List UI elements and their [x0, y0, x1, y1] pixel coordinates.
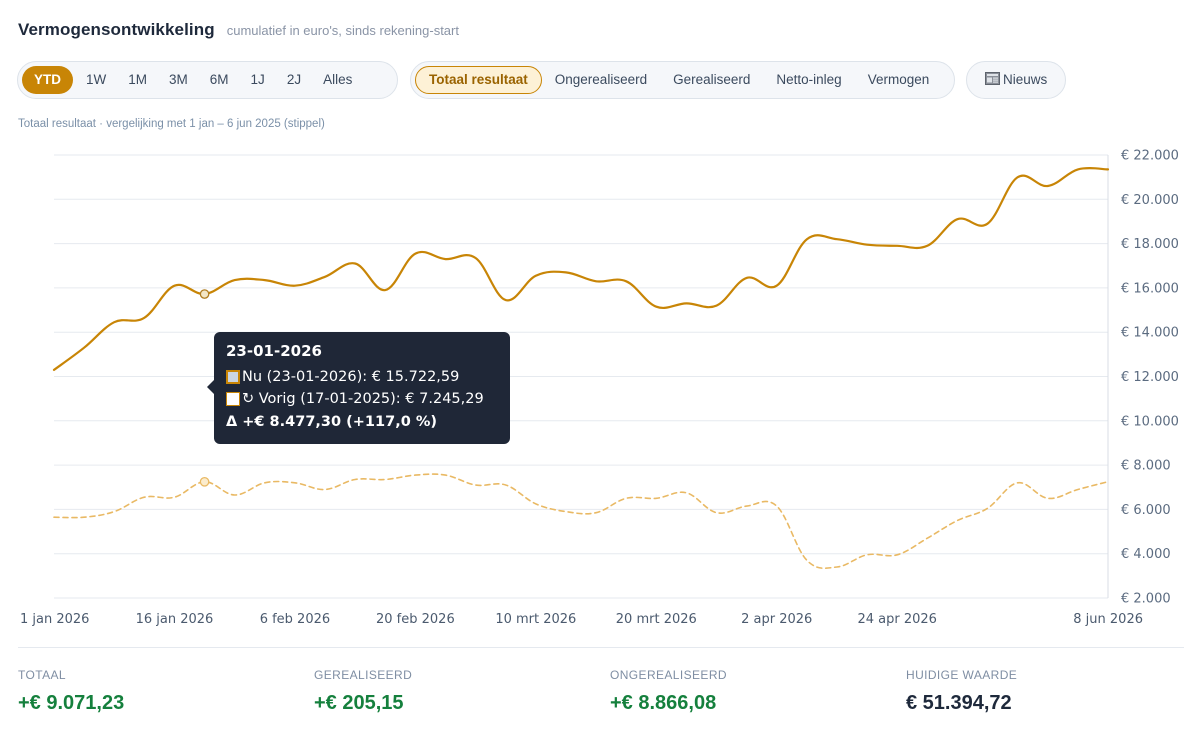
range-tab-6m[interactable]: 6M — [209, 72, 229, 87]
stat-label: HUIDIGE WAARDE — [906, 668, 1018, 682]
stat-value: +€ 205,15 — [314, 692, 404, 714]
range-tab-alles[interactable]: Alles — [323, 72, 353, 87]
chart-grid — [54, 154, 1109, 599]
tooltip-prev-row: ↻ Vorig (17-01-2025): € 7.245,29 — [226, 388, 498, 410]
chart-title: Vermogensontwikkeling — [18, 20, 215, 39]
newspaper-icon — [985, 72, 1000, 85]
tooltip-prev-text: ↻ Vorig (17-01-2025): € 7.245,29 — [242, 391, 484, 407]
y-axis: € 2.000 € 4.000 € 6.000 € 8.000 € 10.000 € 12… — [1121, 149, 1179, 607]
stat-gerealiseerd: GEREALISEERD +€ 205,15 — [314, 668, 412, 715]
metric-tab-totaal-resultaat[interactable]: Totaal resultaat — [415, 66, 542, 94]
x-tick-label: 1 jan 2026 — [20, 612, 89, 627]
x-tick-label: 20 feb 2026 — [376, 612, 455, 627]
metric-tab-vermogen[interactable]: Vermogen — [867, 72, 930, 87]
stat-label: GEREALISEERD — [314, 668, 413, 682]
x-tick-label: 8 jun 2026 — [1073, 612, 1143, 627]
stats-divider — [18, 647, 1184, 648]
news-label: Nieuws — [1003, 72, 1048, 87]
series-line-nu — [52, 166, 1110, 371]
y-tick-label: € 2.000 — [1121, 592, 1171, 607]
metric-tab-gerealiseerd[interactable]: Gerealiseerd — [673, 72, 751, 87]
tooltip-now-row: Nu (23-01-2026): € 15.722,59 — [226, 366, 498, 388]
y-tick-label: € 10.000 — [1121, 414, 1179, 429]
news-button[interactable]: Nieuws — [971, 66, 1061, 94]
x-tick-label: 16 jan 2026 — [136, 612, 214, 627]
hover-point-nu — [199, 289, 210, 299]
prev-swatch-icon — [226, 392, 240, 406]
metric-tab-group: Totaal resultaat Ongerealiseerd Gerealis… — [410, 61, 955, 99]
range-tab-2j[interactable]: 2J — [286, 72, 302, 87]
y-tick-label: € 4.000 — [1121, 547, 1171, 562]
y-tick-label: € 8.000 — [1121, 459, 1171, 474]
range-tab-group: YTD 1W 1M 3M 6M 1J 2J Alles — [17, 61, 398, 99]
range-tab-1j[interactable]: 1J — [250, 72, 265, 87]
series-line-vorig — [53, 473, 1109, 570]
stat-value: +€ 8.866,08 — [610, 692, 717, 714]
chart-subtitle: cumulatief in euro's, sinds rekening-sta… — [226, 23, 459, 38]
stat-value: € 51.394,72 — [906, 692, 1012, 714]
chart-header: Vermogensontwikkeling cumulatief in euro… — [18, 20, 459, 40]
range-tab-ytd[interactable]: YTD — [22, 66, 73, 94]
range-tab-1m[interactable]: 1M — [128, 72, 148, 87]
stat-label: ONGEREALISEERD — [610, 668, 727, 682]
range-tab-1w[interactable]: 1W — [86, 72, 107, 87]
y-tick-label: € 6.000 — [1121, 503, 1171, 518]
x-axis: 1 jan 2026 16 jan 2026 6 feb 2026 20 feb 20… — [20, 612, 1143, 627]
stat-ongerealiseerd: ONGEREALISEERD +€ 8.866,08 — [610, 668, 727, 715]
y-tick-label: € 16.000 — [1121, 281, 1179, 296]
stat-huidige-waarde: HUIDIGE WAARDE € 51.394,72 — [906, 668, 1017, 715]
news-group: Nieuws — [966, 61, 1066, 99]
tooltip-now-text: Nu (23-01-2026): € 15.722,59 — [242, 369, 460, 385]
x-tick-label: 24 apr 2026 — [857, 612, 936, 627]
x-tick-label: 6 feb 2026 — [260, 612, 330, 627]
y-tick-label: € 12.000 — [1121, 370, 1179, 385]
hover-point-vorig — [199, 476, 210, 487]
metric-tab-ongerealiseerd[interactable]: Ongerealiseerd — [554, 72, 648, 87]
metric-tab-netto-inleg[interactable]: Netto-inleg — [776, 72, 842, 87]
stat-totaal: TOTAAL +€ 9.071,23 — [18, 668, 124, 715]
range-tab-3m[interactable]: 3M — [169, 72, 188, 87]
tooltip-delta: Δ +€ 8.477,30 (+117,0 %) — [226, 414, 438, 430]
hover-markers — [199, 289, 210, 487]
stat-label: TOTAAL — [18, 668, 66, 682]
now-swatch-icon — [226, 370, 240, 384]
chart-lines — [52, 166, 1110, 570]
x-tick-label: 2 apr 2026 — [741, 612, 812, 627]
x-tick-label: 10 mrt 2026 — [495, 612, 576, 627]
y-tick-label: € 22.000 — [1121, 149, 1179, 164]
y-tick-label: € 14.000 — [1121, 326, 1179, 341]
x-tick-label: 20 mrt 2026 — [616, 612, 697, 627]
stat-value: +€ 9.071,23 — [18, 692, 125, 714]
result-chart: € 2.000 € 4.000 € 6.000 € 8.000 € 10.000 € 12… — [20, 149, 1179, 628]
comparison-note: Totaal resultaat · vergelijking met 1 ja… — [18, 118, 325, 130]
tooltip-date: 23-01-2026 — [226, 342, 322, 360]
y-tick-label: € 18.000 — [1121, 237, 1179, 252]
chart-tooltip: 23-01-2026 Nu (23-01-2026): € 15.722,59 … — [207, 332, 510, 444]
y-tick-label: € 20.000 — [1121, 193, 1179, 208]
